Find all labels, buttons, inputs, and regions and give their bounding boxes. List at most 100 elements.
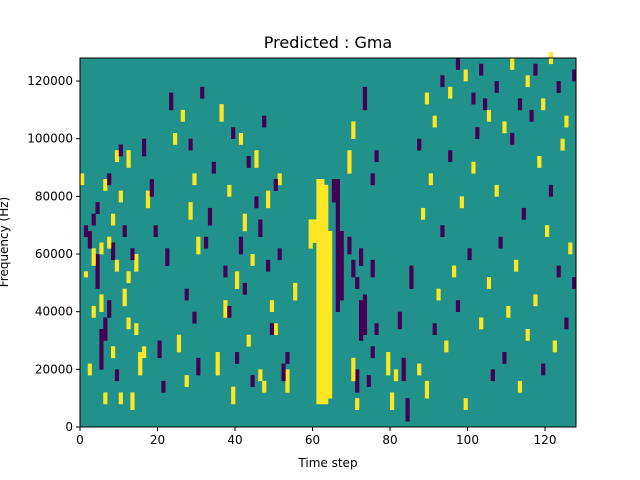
heatmap-cell — [359, 254, 364, 261]
heatmap-cell — [560, 144, 565, 151]
heatmap-cell — [196, 236, 201, 243]
heatmap-cell — [328, 363, 333, 370]
heatmap-cell — [316, 271, 321, 278]
heatmap-cell — [324, 323, 329, 330]
heatmap-cell — [320, 219, 325, 226]
heatmap-cell — [359, 328, 364, 336]
heatmap-cell — [483, 104, 488, 111]
heatmap-cell — [142, 144, 147, 151]
heatmap-cell — [355, 369, 360, 376]
heatmap-cell — [184, 375, 189, 382]
heatmap-cell — [142, 352, 147, 359]
heatmap-cell — [335, 219, 340, 226]
heatmap-cell — [320, 254, 325, 261]
heatmap-cell — [494, 190, 499, 197]
heatmap-cell — [196, 248, 201, 255]
heatmap-cell — [339, 236, 344, 243]
heatmap-cell — [91, 305, 96, 312]
heatmap-cell — [324, 277, 329, 284]
heatmap-cell — [316, 219, 321, 226]
heatmap-cell — [328, 271, 333, 278]
heatmap-cell — [134, 259, 139, 266]
heatmap-cell — [324, 225, 329, 232]
heatmap-cell — [390, 392, 395, 399]
heatmap-cell — [335, 271, 340, 278]
heatmap-cell — [320, 288, 325, 295]
heatmap-cell — [455, 58, 461, 65]
heatmap-cell — [421, 213, 426, 220]
heatmap-cell — [211, 161, 216, 168]
heatmap-cell — [149, 184, 154, 191]
heatmap-cell — [269, 323, 275, 330]
heatmap-cell — [362, 104, 368, 111]
heatmap-cell — [231, 132, 236, 140]
heatmap-cell — [285, 375, 290, 382]
heatmap-cell — [448, 86, 453, 93]
heatmap-cell — [99, 357, 104, 364]
heatmap-cell — [424, 380, 430, 387]
heatmap-cell — [514, 259, 519, 266]
heatmap-cell — [316, 248, 321, 255]
heatmap-cell — [324, 357, 329, 364]
heatmap-cell — [316, 265, 321, 272]
heatmap-cell — [227, 184, 232, 191]
heatmap-cell — [219, 104, 224, 111]
heatmap-cell — [227, 190, 232, 197]
heatmap-cell — [541, 98, 546, 105]
heatmap-cell — [335, 213, 340, 220]
heatmap-cell — [250, 254, 255, 261]
heatmap-cell — [440, 230, 445, 238]
heatmap-cell — [157, 346, 162, 353]
heatmap-cell — [324, 230, 329, 238]
heatmap-cell — [328, 277, 333, 284]
heatmap-cell — [405, 403, 410, 411]
heatmap-cell — [316, 230, 321, 238]
heatmap-cell — [548, 190, 554, 197]
heatmap-cell — [223, 265, 228, 272]
heatmap-cell — [335, 179, 340, 186]
x-tick-label: 100 — [456, 433, 479, 447]
heatmap-cell — [556, 86, 561, 93]
heatmap-cell — [401, 369, 406, 376]
heatmap-cell — [118, 190, 123, 197]
heatmap-cell — [424, 386, 430, 393]
heatmap-cell — [320, 363, 325, 370]
x-tick-label: 40 — [227, 433, 242, 447]
heatmap-cell — [231, 127, 236, 134]
heatmap-cell — [114, 369, 120, 376]
heatmap-cell — [134, 323, 139, 330]
heatmap-cell — [335, 236, 340, 243]
heatmap-cell — [83, 271, 89, 278]
heatmap-cell — [242, 219, 247, 226]
heatmap-cell — [219, 115, 224, 122]
heatmap-cell — [320, 190, 325, 197]
heatmap-cell — [99, 340, 104, 347]
heatmap-cell — [362, 311, 368, 318]
heatmap-cell — [246, 340, 251, 347]
heatmap-cell — [126, 277, 131, 284]
heatmap-cell — [254, 196, 259, 203]
heatmap-cell — [235, 352, 240, 359]
heatmap-cell — [328, 323, 333, 330]
heatmap-cell — [285, 380, 290, 387]
heatmap-cell — [436, 294, 441, 301]
heatmap-cell — [316, 184, 321, 191]
heatmap-cell — [281, 369, 286, 376]
heatmap-cell — [320, 184, 325, 191]
heatmap-cell — [324, 248, 329, 255]
heatmap-cell — [405, 415, 410, 422]
heatmap-cell — [316, 386, 321, 393]
heatmap-cell — [463, 75, 468, 82]
heatmap-cell — [529, 109, 534, 116]
heatmap-cell — [564, 317, 569, 324]
heatmap-cell — [87, 230, 92, 238]
heatmap-cell — [347, 156, 352, 163]
heatmap-cell — [83, 225, 89, 232]
heatmap-cell — [324, 300, 329, 307]
heatmap-cell — [184, 288, 189, 295]
heatmap-cell — [335, 207, 340, 214]
heatmap-cell — [440, 75, 445, 82]
heatmap-cell — [328, 236, 333, 243]
heatmap-cell — [114, 265, 120, 272]
heatmap-cell — [273, 179, 278, 186]
